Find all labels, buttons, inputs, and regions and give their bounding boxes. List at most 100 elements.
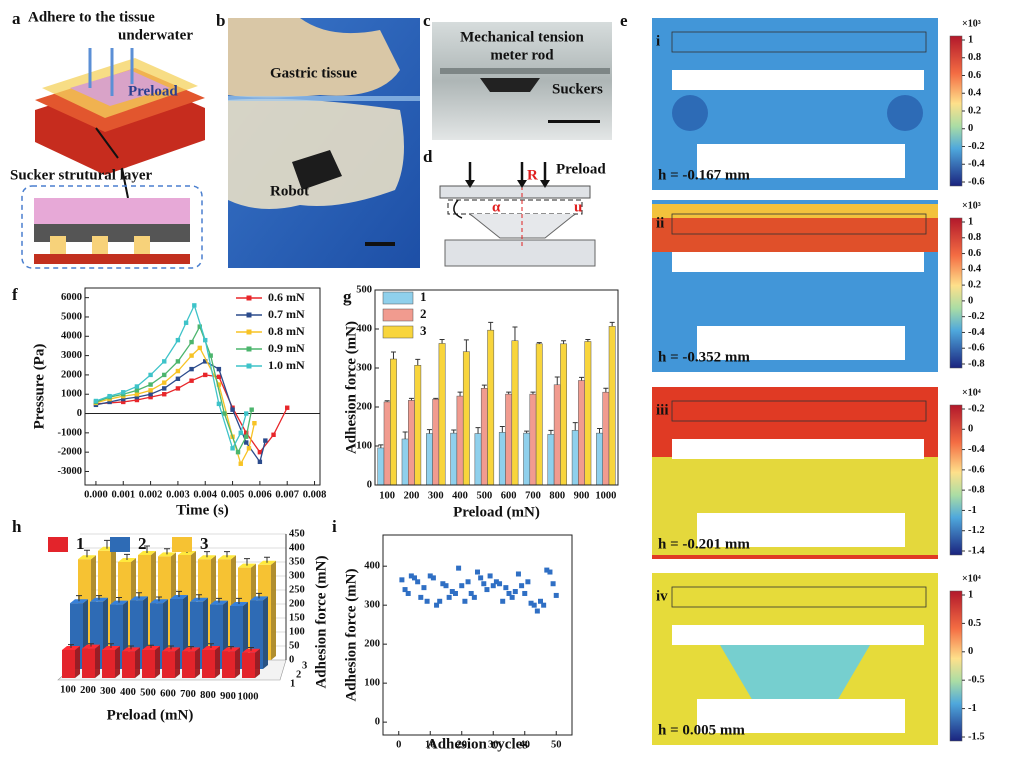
legend-marker [246,312,252,318]
x-axis-label: Preload (mN) [453,504,540,520]
bar-side [271,560,276,660]
scale-bar [548,120,600,123]
colorbar-label: 0 [968,646,973,657]
bar [523,432,531,486]
colorbar [949,590,963,742]
bar-side [195,647,200,678]
error-bar [128,645,134,650]
legend-label: 3 [200,534,209,553]
point [424,598,430,604]
exponent: ×10³ [962,18,981,29]
point [162,372,167,378]
plate [439,185,591,199]
y-tick-label: 100 [364,678,380,689]
point [162,386,167,391]
y-tick-label: 400 [356,323,372,334]
point [544,567,550,573]
error-bar [108,643,114,648]
error-bar [384,400,390,402]
panel-label: d [423,147,433,166]
error-bar [499,426,505,433]
point [468,590,474,596]
simulation: ×10³ ii h = -0.352 mm 1 0.8 0.6 0.4 0.2 0 -0.2 -0.… [652,200,985,372]
legend-label: 0.6 mN [268,290,305,304]
exponent: ×10⁴ [962,387,981,398]
outline [671,31,927,53]
colorbar-label: 1 [968,216,973,227]
point [189,353,194,358]
plate [672,625,924,645]
error-bar [506,391,512,395]
point [506,590,512,596]
colorbar-label: 0.4 [968,264,982,275]
point [148,392,153,397]
field-region [672,95,708,131]
y-tick-label: -1000 [58,427,83,438]
point [415,579,421,585]
caption: Gastric tissue [270,65,357,81]
caption: meter rod [490,47,554,63]
pointer [121,167,129,199]
error-bar [451,429,457,434]
x-tick-label: 300 [100,686,116,697]
colorbar-label: 0 [968,123,973,134]
error-bar [439,339,445,344]
simulation: ×10³ i h = -0.167 mm 1 0.8 0.6 0.4 0.2 0 -0.2 -0.4… [652,18,985,190]
bar-side [135,647,140,678]
bar [535,343,543,486]
point [452,590,458,596]
y-tick-label: 150 [289,612,305,623]
error-bar [248,646,254,651]
point [121,396,126,402]
inset-sucker [34,198,190,224]
bar [578,380,585,486]
y-tick-label: 300 [289,570,305,581]
colorbar-label: -0.6 [968,464,985,475]
bar-front [162,651,175,678]
x-tick-label: 600 [501,490,517,501]
point [503,585,509,591]
x-tick-label: 900 [574,490,590,501]
x-tick-label: 1000 [238,692,259,703]
error-bar [124,553,130,560]
point [244,411,249,416]
point [134,394,140,400]
x-tick-label: 50 [551,739,562,750]
point [148,372,153,378]
x-tick-label: 200 [404,490,420,501]
point [497,581,503,587]
x-tick-label: 0.002 [139,489,163,500]
x-tick-label: 0.005 [221,489,245,500]
bar [456,395,464,486]
error-bar [475,427,481,434]
inset-structure [34,224,190,242]
x-tick-label: 0 [396,739,401,750]
bar [487,329,495,486]
point [449,589,455,595]
error-bar [463,339,469,352]
error-bar [116,597,122,603]
thickness-label: h = -0.352 mm [658,349,750,365]
panel-c [432,22,612,140]
x-tick-label: 700 [180,689,196,700]
x-tick-label: 0.008 [303,489,327,500]
bar-side [235,647,240,678]
y-tick-label: 0 [289,654,294,665]
inset-base [34,254,190,264]
colorbar-label: 0.2 [968,105,981,116]
colorbar-label: 0 [968,424,973,435]
base-block [697,699,905,733]
bar [547,434,555,486]
point [107,393,112,399]
y-tick-label: 5000 [61,311,82,322]
point [509,594,515,600]
series-line [95,346,256,466]
bar-front [182,651,195,678]
point [175,337,181,343]
y-tick-label: 0 [367,479,372,490]
bar [602,391,610,486]
legend-label: 2 [138,534,147,553]
bar [529,393,537,486]
x-tick-label: 30 [488,739,499,750]
